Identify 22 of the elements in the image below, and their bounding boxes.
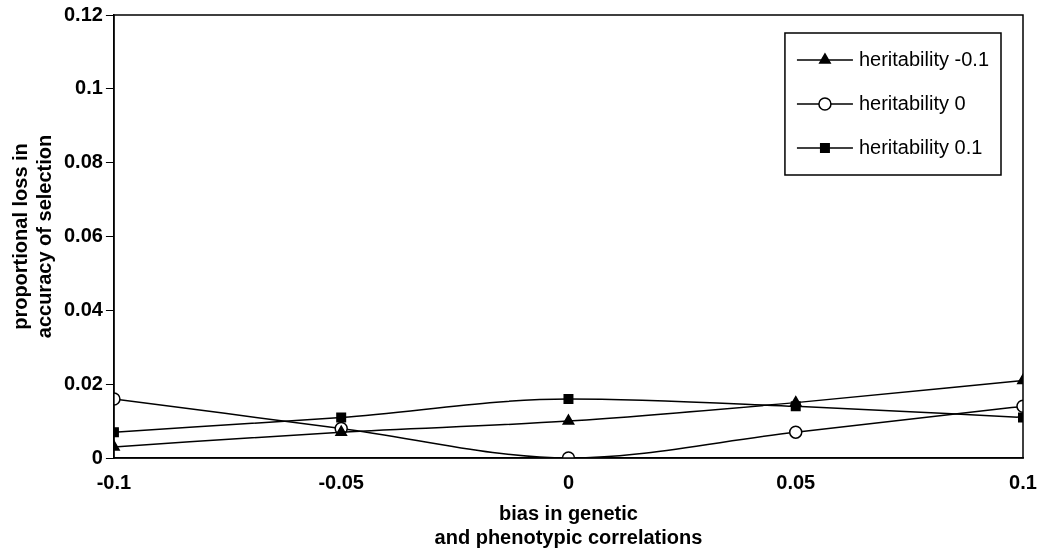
- y-tick-label: 0.08: [63, 150, 103, 173]
- point: [562, 414, 575, 425]
- y-tick-label: 0: [91, 445, 103, 468]
- x-tick-label: 0.05: [776, 470, 816, 493]
- point: [335, 425, 348, 436]
- x-axis-title: bias in genetic and phenotypic correlations: [434, 501, 703, 548]
- legend-label: heritability -0.1: [858, 47, 989, 70]
- x-tick-label: 0: [562, 470, 575, 493]
- point: [336, 412, 347, 423]
- x-tick-label: -0.1: [96, 470, 132, 493]
- x-tick-label: 0.1: [1009, 470, 1037, 493]
- point: [789, 395, 802, 407]
- y-tick-label: 0.04: [63, 297, 104, 320]
- y-axis-title: proportional loss in accuracy of selection: [8, 134, 55, 339]
- x-tick-label: -0.05: [318, 470, 364, 493]
- y-tick-label: 0.06: [63, 224, 103, 247]
- y-tick-label: 0.02: [63, 371, 103, 394]
- y-tick-label: 0.1: [75, 76, 103, 99]
- legend-label: heritability 0.1: [858, 135, 983, 158]
- point: [563, 393, 574, 404]
- y-tick-label: 0.12: [63, 2, 103, 25]
- legend-label: heritability 0: [858, 91, 966, 114]
